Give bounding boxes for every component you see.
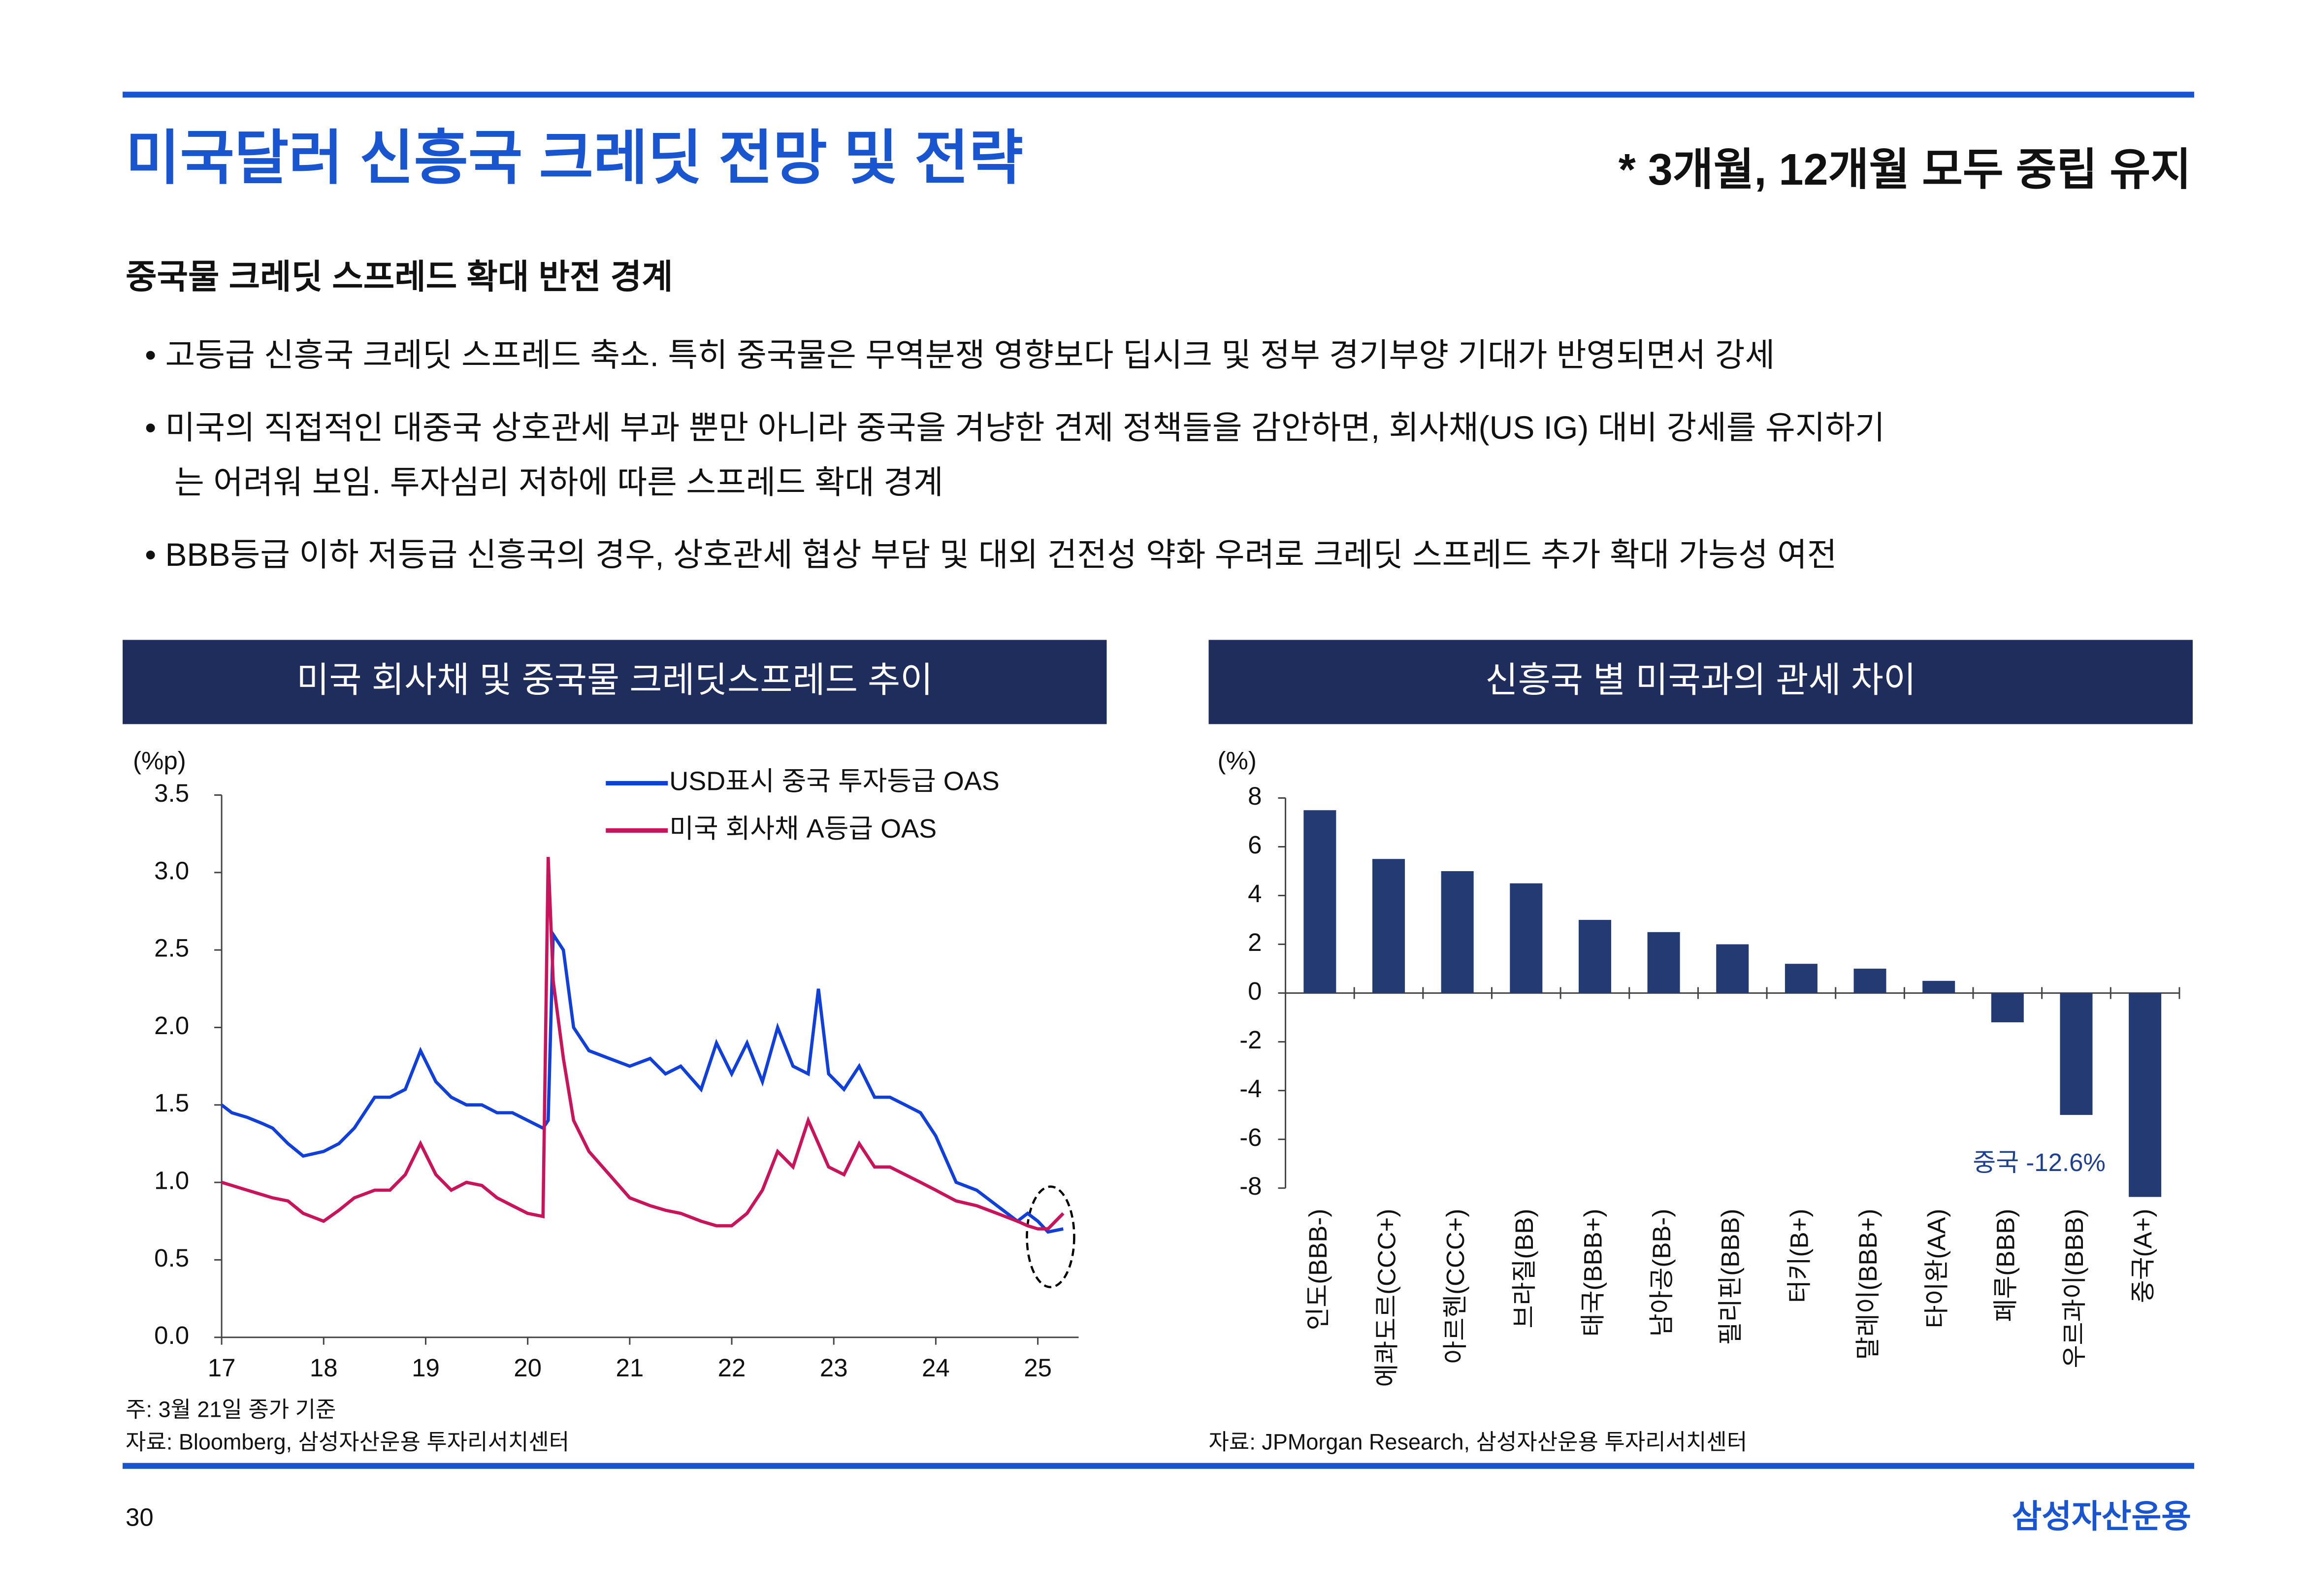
- y-tick-label: 1.0: [154, 1167, 189, 1195]
- chart-title: 신흥국 별 미국과의 관세 차이: [1485, 660, 1916, 700]
- x-tick-label: 19: [412, 1354, 440, 1382]
- x-tick-label: 22: [718, 1354, 746, 1382]
- x-tick-label: 24: [922, 1354, 950, 1382]
- y-tick-label: 4: [1248, 879, 1262, 908]
- section-heading: 중국물 크레딧 스프레드 확대 반전 경계: [126, 258, 673, 296]
- y-tick-label: -8: [1239, 1172, 1262, 1200]
- bar: [1578, 920, 1611, 993]
- line-series: [221, 929, 1064, 1234]
- note: 자료: Bloomberg, 삼성자산운용 투자리서치센터: [126, 1430, 569, 1455]
- y-axis-label: (%): [1218, 747, 1257, 775]
- y-tick-label: 3.5: [154, 779, 189, 807]
- legend-label: 미국 회사채 A등급 OAS: [669, 814, 937, 844]
- line-series: [221, 857, 1065, 1231]
- x-tick-label: 태국(BBB+): [1579, 1209, 1607, 1337]
- x-tick-label: 23: [820, 1354, 848, 1382]
- y-tick-label: 1.5: [154, 1089, 189, 1117]
- tag: * 3개월, 12개월 모두 중립 유지: [1619, 145, 2191, 195]
- bar: [1716, 944, 1749, 993]
- x-tick-label: 필리핀(BBB): [1717, 1209, 1745, 1345]
- x-tick-label: 페루(BBB): [1991, 1209, 2019, 1322]
- x-tick-label: 말레이(BBB+): [1854, 1209, 1882, 1360]
- bullet-text: • 고등급 신흥국 크레딧 스프레드 축소. 특히 중국물은 무역분쟁 영향보다…: [145, 337, 1775, 373]
- bar: [1441, 871, 1474, 993]
- y-tick-label: -6: [1239, 1123, 1262, 1151]
- banner: [123, 640, 1107, 724]
- bar: [1372, 859, 1405, 993]
- y-tick-label: 3.0: [154, 856, 189, 884]
- x-tick-label: 타이완(AA): [1923, 1209, 1951, 1329]
- x-tick-label: 남아공(BB-): [1648, 1209, 1676, 1337]
- note: 주: 3월 21일 종가 기준: [126, 1397, 336, 1422]
- banner: [1208, 640, 2193, 724]
- bar: [2060, 993, 2093, 1115]
- x-tick-label: 우르과이(BBB): [2060, 1209, 2088, 1368]
- note: 자료: JPMorgan Research, 삼성자산운용 투자리서치센터: [1209, 1430, 1748, 1455]
- legend-label: USD표시 중국 투자등급 OAS: [669, 767, 1000, 796]
- x-tick-label: 터키(B+): [1785, 1209, 1813, 1303]
- x-tick-label: 중국(A+): [2129, 1209, 2157, 1303]
- page-title: 미국달러 신흥국 크레딧 전망 및 전략: [126, 125, 1023, 191]
- x-tick-label: 브라질(BB): [1510, 1209, 1538, 1329]
- bar: [2129, 993, 2162, 1197]
- y-tick-label: 0.0: [154, 1321, 189, 1349]
- x-tick-label: 20: [514, 1354, 542, 1382]
- y-tick-label: 2: [1248, 928, 1262, 956]
- top-rule: [123, 92, 2194, 98]
- x-tick-label: 아르헨(CCC+): [1441, 1209, 1469, 1364]
- y-tick-label: 0: [1248, 977, 1262, 1005]
- bar: [1853, 969, 1886, 993]
- bar: [1991, 993, 2024, 1022]
- x-tick-label: 25: [1024, 1354, 1052, 1382]
- x-tick-label: 18: [310, 1354, 338, 1382]
- bar: [1922, 980, 1955, 993]
- bar: [1510, 883, 1543, 993]
- y-tick-label: -2: [1239, 1026, 1262, 1054]
- x-tick-label: 17: [208, 1354, 236, 1382]
- y-tick-label: -4: [1239, 1075, 1262, 1103]
- bar: [1303, 810, 1336, 993]
- bottom-rule: [123, 1463, 2194, 1469]
- x-tick-label: 인도(BBB-): [1304, 1209, 1332, 1331]
- y-tick-label: 2.0: [154, 1011, 189, 1040]
- x-tick-label: 21: [616, 1354, 644, 1382]
- annotation: 중국 -12.6%: [1973, 1148, 2106, 1176]
- highlight-ellipse: [1026, 1185, 1075, 1288]
- brand: 삼성자산운용: [2012, 1498, 2191, 1534]
- y-tick-label: 0.5: [154, 1244, 189, 1272]
- chart-title: 미국 회사채 및 중국물 크레딧스프레드 추이: [296, 660, 933, 700]
- page-number: 30: [126, 1503, 154, 1531]
- x-tick-label: 에콰도르(CCC+): [1372, 1209, 1400, 1387]
- bars: [1303, 810, 2162, 1197]
- y-axis-label: (%p): [133, 747, 186, 775]
- y-tick-label: 6: [1248, 831, 1262, 859]
- y-tick-label: 8: [1248, 782, 1262, 810]
- bullet-text: • BBB등급 이하 저등급 신흥국의 경우, 상호관세 협상 부담 및 대외 …: [145, 536, 1837, 573]
- bar: [1647, 932, 1680, 993]
- bullet-text: • 미국의 직접적인 대중국 상호관세 부과 뿐만 아니라 중국을 겨냥한 견제…: [145, 409, 1885, 446]
- y-tick-label: 2.5: [154, 934, 189, 962]
- bullet-text: 는 어려워 보임. 투자심리 저하에 따른 스프레드 확대 경계: [174, 464, 943, 500]
- bar: [1785, 964, 1818, 993]
